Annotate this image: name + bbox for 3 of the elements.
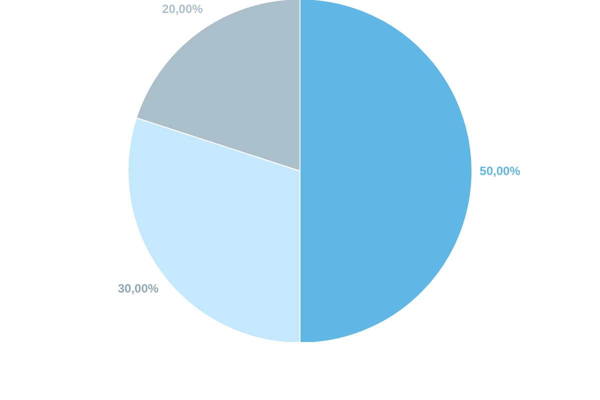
data-label: 30,00% <box>118 282 159 296</box>
data-label: 50,00% <box>480 164 521 178</box>
data-label: 20,00% <box>162 2 204 16</box>
